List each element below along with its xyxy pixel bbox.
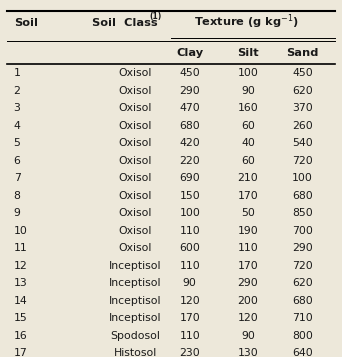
Text: 110: 110 bbox=[180, 261, 200, 271]
Text: 720: 720 bbox=[292, 261, 313, 271]
Text: Oxisol: Oxisol bbox=[118, 138, 152, 148]
Text: 4: 4 bbox=[14, 121, 21, 131]
Text: 680: 680 bbox=[292, 191, 313, 201]
Text: Silt: Silt bbox=[237, 47, 259, 58]
Text: 680: 680 bbox=[292, 296, 313, 306]
Text: 290: 290 bbox=[238, 278, 258, 288]
Text: 620: 620 bbox=[292, 278, 313, 288]
Text: Inceptisol: Inceptisol bbox=[109, 313, 161, 323]
Text: 60: 60 bbox=[241, 156, 255, 166]
Text: 110: 110 bbox=[238, 243, 258, 253]
Text: Oxisol: Oxisol bbox=[118, 173, 152, 183]
Text: Inceptisol: Inceptisol bbox=[109, 296, 161, 306]
Text: Spodosol: Spodosol bbox=[110, 331, 160, 341]
Text: Clay: Clay bbox=[176, 47, 203, 58]
Text: 190: 190 bbox=[238, 226, 258, 236]
Text: Oxisol: Oxisol bbox=[118, 86, 152, 96]
Text: 640: 640 bbox=[292, 348, 313, 357]
Text: Oxisol: Oxisol bbox=[118, 226, 152, 236]
Text: 160: 160 bbox=[238, 103, 258, 113]
Text: 120: 120 bbox=[238, 313, 258, 323]
Text: 420: 420 bbox=[180, 138, 200, 148]
Text: 620: 620 bbox=[292, 86, 313, 96]
Text: 9: 9 bbox=[14, 208, 21, 218]
Text: 100: 100 bbox=[237, 68, 259, 78]
Text: Oxisol: Oxisol bbox=[118, 243, 152, 253]
Text: 90: 90 bbox=[241, 86, 255, 96]
Text: 150: 150 bbox=[180, 191, 200, 201]
Text: Oxisol: Oxisol bbox=[118, 191, 152, 201]
Text: 170: 170 bbox=[238, 191, 258, 201]
Text: Oxisol: Oxisol bbox=[118, 121, 152, 131]
Text: 700: 700 bbox=[292, 226, 313, 236]
Text: 14: 14 bbox=[14, 296, 27, 306]
Text: Sand: Sand bbox=[287, 47, 319, 58]
Text: Oxisol: Oxisol bbox=[118, 208, 152, 218]
Text: 720: 720 bbox=[292, 156, 313, 166]
Text: 130: 130 bbox=[238, 348, 258, 357]
Text: 370: 370 bbox=[292, 103, 313, 113]
Text: 690: 690 bbox=[180, 173, 200, 183]
Text: 110: 110 bbox=[180, 226, 200, 236]
Text: 680: 680 bbox=[180, 121, 200, 131]
Text: 290: 290 bbox=[292, 243, 313, 253]
Text: 15: 15 bbox=[14, 313, 27, 323]
Text: 450: 450 bbox=[180, 68, 200, 78]
Text: 17: 17 bbox=[14, 348, 27, 357]
Text: 220: 220 bbox=[180, 156, 200, 166]
Text: 13: 13 bbox=[14, 278, 27, 288]
Text: Oxisol: Oxisol bbox=[118, 68, 152, 78]
Text: 710: 710 bbox=[292, 313, 313, 323]
Text: 100: 100 bbox=[179, 208, 200, 218]
Text: 60: 60 bbox=[241, 121, 255, 131]
Text: 10: 10 bbox=[14, 226, 28, 236]
Text: Histosol: Histosol bbox=[114, 348, 157, 357]
Text: 100: 100 bbox=[292, 173, 313, 183]
Text: 11: 11 bbox=[14, 243, 27, 253]
Text: Oxisol: Oxisol bbox=[118, 156, 152, 166]
Text: 230: 230 bbox=[180, 348, 200, 357]
Text: 170: 170 bbox=[238, 261, 258, 271]
Text: 470: 470 bbox=[180, 103, 200, 113]
Text: Oxisol: Oxisol bbox=[118, 103, 152, 113]
Text: 16: 16 bbox=[14, 331, 27, 341]
Text: 800: 800 bbox=[292, 331, 313, 341]
Text: 90: 90 bbox=[241, 331, 255, 341]
Text: Inceptisol: Inceptisol bbox=[109, 261, 161, 271]
Text: 170: 170 bbox=[180, 313, 200, 323]
Text: 600: 600 bbox=[179, 243, 200, 253]
Text: Soil: Soil bbox=[14, 18, 38, 28]
Text: 210: 210 bbox=[238, 173, 258, 183]
Text: (1): (1) bbox=[150, 12, 162, 21]
Text: 850: 850 bbox=[292, 208, 313, 218]
Text: 110: 110 bbox=[180, 331, 200, 341]
Text: 90: 90 bbox=[183, 278, 197, 288]
Text: Inceptisol: Inceptisol bbox=[109, 278, 161, 288]
Text: 6: 6 bbox=[14, 156, 21, 166]
Text: 290: 290 bbox=[180, 86, 200, 96]
Text: 2: 2 bbox=[14, 86, 21, 96]
Text: 7: 7 bbox=[14, 173, 21, 183]
Text: Texture (g kg$^{-1}$): Texture (g kg$^{-1}$) bbox=[194, 12, 299, 31]
Text: 3: 3 bbox=[14, 103, 21, 113]
Text: 200: 200 bbox=[237, 296, 259, 306]
Text: 540: 540 bbox=[292, 138, 313, 148]
Text: 40: 40 bbox=[241, 138, 255, 148]
Text: 450: 450 bbox=[292, 68, 313, 78]
Text: 50: 50 bbox=[241, 208, 255, 218]
Text: 120: 120 bbox=[180, 296, 200, 306]
Text: 8: 8 bbox=[14, 191, 21, 201]
Text: 12: 12 bbox=[14, 261, 27, 271]
Text: 5: 5 bbox=[14, 138, 21, 148]
Text: Soil  Class: Soil Class bbox=[92, 18, 158, 28]
Text: 260: 260 bbox=[292, 121, 313, 131]
Text: 1: 1 bbox=[14, 68, 21, 78]
